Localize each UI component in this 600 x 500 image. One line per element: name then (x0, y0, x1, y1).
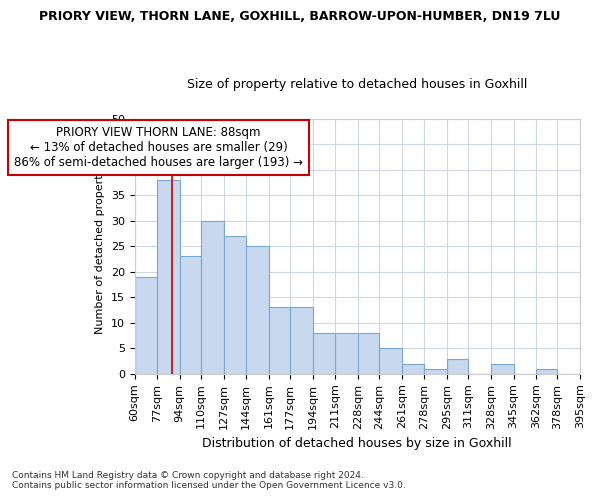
Bar (491, 364, 514, 374)
Y-axis label: Number of detached properties: Number of detached properties (95, 158, 105, 334)
Title: Size of property relative to detached houses in Goxhill: Size of property relative to detached ho… (187, 78, 527, 91)
Bar (335, 333, 358, 374)
Bar (134, 277, 157, 374)
Bar (402, 364, 424, 374)
Text: PRIORY VIEW, THORN LANE, GOXHILL, BARROW-UPON-HUMBER, DN19 7LU: PRIORY VIEW, THORN LANE, GOXHILL, BARROW… (40, 10, 560, 23)
Bar (290, 308, 313, 374)
Bar (379, 348, 402, 374)
Text: PRIORY VIEW THORN LANE: 88sqm
← 13% of detached houses are smaller (29)
86% of s: PRIORY VIEW THORN LANE: 88sqm ← 13% of d… (14, 126, 303, 169)
Bar (269, 308, 290, 374)
Bar (447, 358, 468, 374)
Bar (201, 220, 224, 374)
Bar (157, 180, 180, 374)
Bar (246, 246, 269, 374)
Bar (424, 368, 447, 374)
Bar (180, 256, 201, 374)
X-axis label: Distribution of detached houses by size in Goxhill: Distribution of detached houses by size … (202, 437, 512, 450)
Bar (313, 333, 335, 374)
Bar (224, 236, 246, 374)
Text: Contains HM Land Registry data © Crown copyright and database right 2024.
Contai: Contains HM Land Registry data © Crown c… (12, 470, 406, 490)
Bar (536, 368, 557, 374)
Bar (358, 333, 379, 374)
